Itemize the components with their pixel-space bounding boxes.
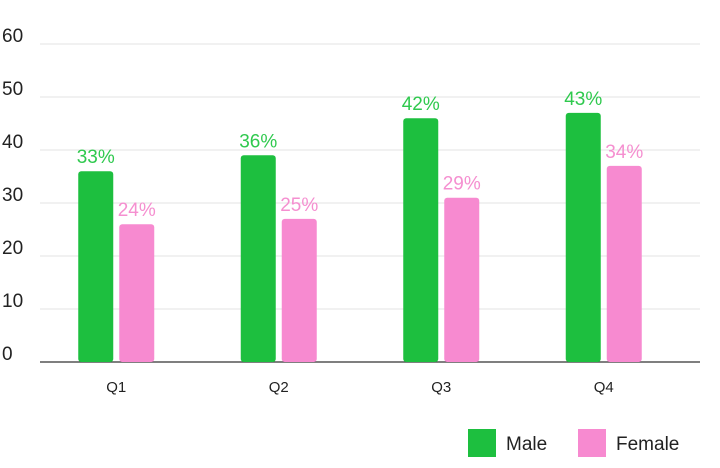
x-axis-ticks: Q1 Q2 Q3 Q4 <box>106 379 614 396</box>
data-label-female-q4: 34% <box>605 142 643 163</box>
data-label-male-q2: 36% <box>239 131 277 152</box>
bar-male-q1 <box>78 171 114 362</box>
legend-label-female: Female <box>616 434 679 455</box>
bar-female-q4 <box>606 165 642 362</box>
y-axis-ticks: 0 10 20 30 40 50 60 <box>2 26 23 365</box>
bar-female-q1 <box>119 224 155 362</box>
x-tick-label-q2: Q2 <box>269 379 289 396</box>
y-tick-label: 60 <box>2 26 23 47</box>
y-tick-label: 0 <box>2 344 13 365</box>
bar-male-q4 <box>565 112 601 363</box>
y-tick-label: 10 <box>2 291 23 312</box>
bars <box>78 112 642 363</box>
data-label-female-q2: 25% <box>280 195 318 216</box>
legend-swatch-male <box>468 429 496 457</box>
legend: Male Female <box>468 429 679 457</box>
data-labels: 33% 24% 36% 25% 42% 29% 43% 34% <box>77 89 644 221</box>
y-tick-label: 20 <box>2 238 23 259</box>
y-tick-label: 30 <box>2 185 23 206</box>
data-label-male-q3: 42% <box>402 94 440 115</box>
data-label-male-q4: 43% <box>564 89 602 110</box>
data-label-female-q1: 24% <box>118 200 156 221</box>
y-tick-label: 40 <box>2 132 23 153</box>
bar-female-q2 <box>281 218 317 362</box>
bar-male-q3 <box>403 118 439 362</box>
data-label-female-q3: 29% <box>443 174 481 195</box>
x-tick-label-q4: Q4 <box>594 379 614 396</box>
bar-female-q3 <box>444 197 480 362</box>
x-tick-label-q1: Q1 <box>106 379 126 396</box>
legend-label-male: Male <box>506 434 547 455</box>
legend-swatch-female <box>578 429 606 457</box>
bar-male-q2 <box>240 155 276 362</box>
data-label-male-q1: 33% <box>77 147 115 168</box>
x-tick-label-q3: Q3 <box>431 379 451 396</box>
y-tick-label: 50 <box>2 79 23 100</box>
